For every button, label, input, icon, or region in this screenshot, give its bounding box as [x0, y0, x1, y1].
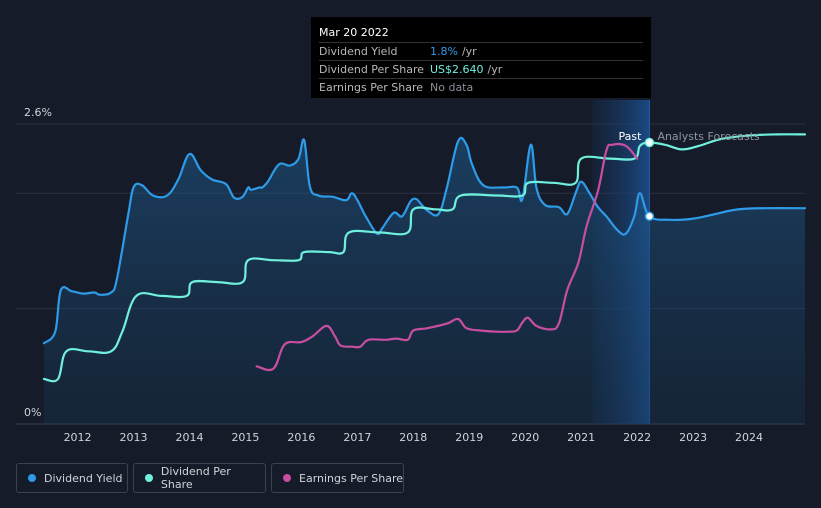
- tooltip-unit: /yr: [487, 63, 503, 76]
- dividend-yield-area: [44, 137, 805, 424]
- analysts-forecasts-label: Analysts Forecasts: [657, 130, 760, 143]
- x-tick-label: 2022: [623, 431, 651, 444]
- legend-item-dividend-yield[interactable]: Dividend Yield: [16, 463, 128, 493]
- y-tick-label: 2.6%: [24, 106, 52, 119]
- tooltip-row-dividend-yield: Dividend Yield 1.8% /yr: [319, 42, 643, 60]
- x-tick-label: 2021: [567, 431, 595, 444]
- dividend-yield-marker: [644, 211, 655, 222]
- dividend-per-share-marker: [644, 137, 655, 148]
- x-tick-label: 2023: [679, 431, 707, 444]
- tooltip-value: US$2.640: [430, 63, 484, 76]
- x-tick-label: 2012: [64, 431, 92, 444]
- legend-dot-icon: [145, 474, 153, 482]
- tooltip-row-earnings-per-share: Earnings Per Share No data: [319, 78, 643, 96]
- marker-layer: [644, 137, 655, 222]
- legend-dot-icon: [283, 474, 291, 482]
- axis-layer: 2.6% 0% 2012 2013 2014 2015 2016 2017 2018 2019 20…: [24, 106, 763, 444]
- y-tick-label: 0%: [24, 406, 41, 419]
- tooltip: Mar 20 2022 Dividend Yield 1.8% /yr Divi…: [311, 17, 651, 98]
- tooltip-row-dividend-per-share: Dividend Per Share US$2.640 /yr: [319, 60, 643, 78]
- tooltip-label: Earnings Per Share: [319, 81, 424, 94]
- x-tick-label: 2024: [735, 431, 763, 444]
- x-tick-label: 2015: [231, 431, 259, 444]
- tooltip-value: 1.8%: [430, 45, 458, 58]
- legend-label: Earnings Per Share: [299, 471, 404, 485]
- x-tick-label: 2014: [175, 431, 203, 444]
- x-tick-label: 2019: [455, 431, 483, 444]
- tooltip-date: Mar 20 2022: [319, 25, 389, 39]
- past-label: Past: [619, 130, 643, 143]
- legend-item-earnings-per-share[interactable]: Earnings Per Share: [271, 463, 404, 493]
- tooltip-value: No data: [430, 81, 474, 94]
- legend-label: Dividend Per Share: [160, 465, 231, 491]
- x-tick-label: 2018: [399, 431, 427, 444]
- tooltip-unit: /yr: [461, 45, 477, 58]
- tooltip-label: Dividend Yield: [319, 45, 398, 58]
- x-tick-label: 2016: [287, 431, 315, 444]
- legend-item-dividend-per-share[interactable]: Dividend Per Share: [133, 463, 266, 493]
- x-tick-label: 2017: [343, 431, 371, 444]
- legend-label: Dividend Yield: [44, 471, 123, 485]
- x-tick-label: 2013: [120, 431, 148, 444]
- legend-dot-icon: [28, 474, 36, 482]
- tooltip-label: Dividend Per Share: [319, 63, 425, 76]
- series-line-earnings-per-share: [255, 142, 639, 372]
- x-tick-label: 2020: [511, 431, 539, 444]
